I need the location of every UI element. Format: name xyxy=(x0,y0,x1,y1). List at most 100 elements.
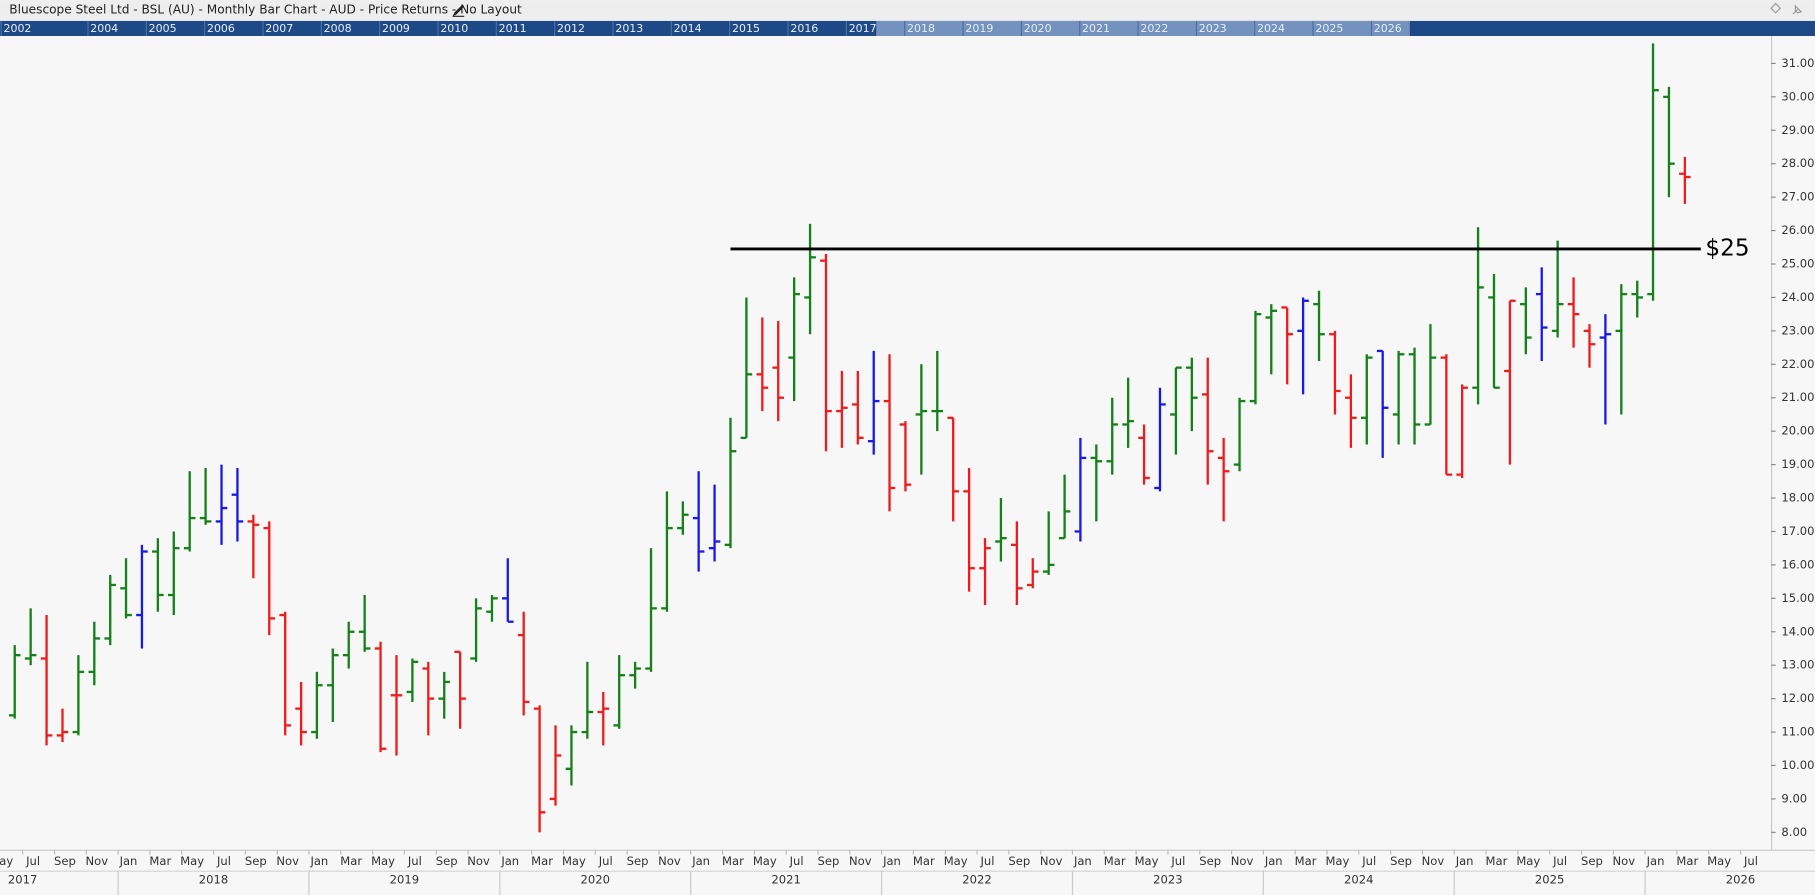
navigator-year: 2016 xyxy=(790,22,818,35)
navigator-year: 2012 xyxy=(557,22,585,35)
x-tick-label: Jul xyxy=(25,854,40,868)
ohlc-bar xyxy=(406,658,419,702)
x-tick-label: Jan xyxy=(1455,854,1474,868)
ohlc-bar xyxy=(1329,330,1341,415)
ohlc-bar xyxy=(1138,424,1150,485)
ohlc-bar xyxy=(1090,444,1103,522)
ohlc-bar xyxy=(1535,267,1548,361)
x-tick-label: Jan xyxy=(1646,854,1665,868)
x-tick-label: Sep xyxy=(627,854,649,868)
x-tick-label: Mar xyxy=(340,854,362,868)
ohlc-bar xyxy=(1345,374,1357,448)
x-tick-label: Nov xyxy=(1422,854,1445,868)
pin-icon[interactable] xyxy=(1792,4,1803,15)
ohlc-bar xyxy=(1520,287,1532,355)
x-tick-label: Jul xyxy=(1361,854,1376,868)
x-tick-label: Mar xyxy=(149,854,171,868)
ohlc-bar xyxy=(1042,511,1055,575)
navigator-year: 2013 xyxy=(615,22,643,35)
ohlc-bar xyxy=(1011,521,1023,606)
x-tick-label: Sep xyxy=(1199,854,1221,868)
ohlc-bar xyxy=(8,645,21,719)
ohlc-bar xyxy=(501,558,514,623)
y-axis-area xyxy=(1771,35,1815,850)
chart-title: Bluescope Steel Ltd - BSL (AU) - Monthly… xyxy=(9,2,522,16)
x-tick-label: Mar xyxy=(1295,854,1317,868)
navigator-year: 2020 xyxy=(1024,22,1052,35)
ohlc-bar xyxy=(279,611,291,736)
ohlc-bar xyxy=(677,501,689,535)
ohlc-bar xyxy=(1456,384,1468,478)
y-tick-label: 8.00 xyxy=(1781,825,1807,839)
ohlc-bar xyxy=(438,671,451,719)
ohlc-bar xyxy=(374,641,387,753)
ohlc-bar xyxy=(581,661,594,739)
x-tick-label: Jul xyxy=(216,854,231,868)
y-tick-label: 31.00 xyxy=(1781,56,1814,70)
x-tick-label: Jul xyxy=(1552,854,1567,868)
x-tick-label: Nov xyxy=(658,854,681,868)
y-tick-label: 12.00 xyxy=(1781,691,1814,705)
navigator-year: 2021 xyxy=(1082,22,1110,35)
x-tick-label: Nov xyxy=(849,854,872,868)
ohlc-bar xyxy=(24,608,37,666)
navigator-year: 2018 xyxy=(907,22,935,35)
navigator-year: 2024 xyxy=(1257,22,1285,35)
navigator-year: 2023 xyxy=(1199,22,1227,35)
year-label: 2019 xyxy=(390,872,419,886)
y-tick-label: 22.00 xyxy=(1781,357,1814,371)
x-tick-label: Jan xyxy=(691,854,710,868)
ohlc-bar xyxy=(167,531,180,616)
x-tick-label: May xyxy=(180,854,204,868)
ohlc-bar xyxy=(1233,397,1246,472)
ohlc-bar xyxy=(1297,297,1309,395)
ohlc-bar xyxy=(1663,86,1675,198)
ohlc-bar xyxy=(454,650,466,729)
ohlc-bar xyxy=(390,655,403,756)
year-label: 2017 xyxy=(8,872,37,886)
ohlc-bar xyxy=(1679,157,1691,204)
y-tick-label: 21.00 xyxy=(1781,390,1814,404)
y-tick-label: 28.00 xyxy=(1781,156,1814,170)
x-tick-label: Sep xyxy=(818,854,840,868)
ohlc-bar xyxy=(1201,357,1214,485)
ohlc-bar xyxy=(104,574,117,646)
ohlc-bar xyxy=(486,594,498,622)
ohlc-bar xyxy=(1154,387,1166,492)
ohlc-bar xyxy=(724,417,737,549)
x-tick-label: Jul xyxy=(789,854,804,868)
ohlc-bar xyxy=(1313,290,1325,361)
year-label: 2020 xyxy=(581,872,610,886)
navigator-year: 2017 xyxy=(849,22,877,35)
navigator-window[interactable] xyxy=(876,20,1410,36)
ohlc-bar xyxy=(1424,324,1437,426)
navigator-year: 2005 xyxy=(149,22,177,35)
year-label: 2024 xyxy=(1344,872,1373,886)
diamond-icon[interactable] xyxy=(1770,2,1782,14)
y-tick-label: 29.00 xyxy=(1781,123,1814,137)
ohlc-bar xyxy=(963,467,975,592)
ohlc-bar xyxy=(1647,43,1659,301)
ohlc-bar xyxy=(1408,347,1421,445)
ohlc-bar xyxy=(470,598,482,662)
ohlc-bar xyxy=(613,655,625,729)
ohlc-bar xyxy=(1186,357,1198,432)
ohlc-bar xyxy=(183,471,196,552)
x-tick-label: Sep xyxy=(436,854,458,868)
x-tick-label: May xyxy=(944,854,968,868)
y-tick-label: 14.00 xyxy=(1781,624,1814,638)
ohlc-bar xyxy=(899,421,912,492)
ohlc-bar xyxy=(1599,314,1612,425)
navigator-year: 2007 xyxy=(265,22,293,35)
ohlc-bar xyxy=(327,648,339,723)
edit-icon[interactable] xyxy=(452,5,465,17)
x-tick-label: Nov xyxy=(85,854,108,868)
ohlc-bar xyxy=(915,364,928,475)
ohlc-bar xyxy=(852,370,864,445)
x-tick-label: Mar xyxy=(531,854,553,868)
ohlc-bar xyxy=(1217,437,1230,522)
ohlc-bar xyxy=(804,223,816,335)
x-axis-area xyxy=(0,849,1815,895)
ohlc-bar xyxy=(867,350,880,455)
